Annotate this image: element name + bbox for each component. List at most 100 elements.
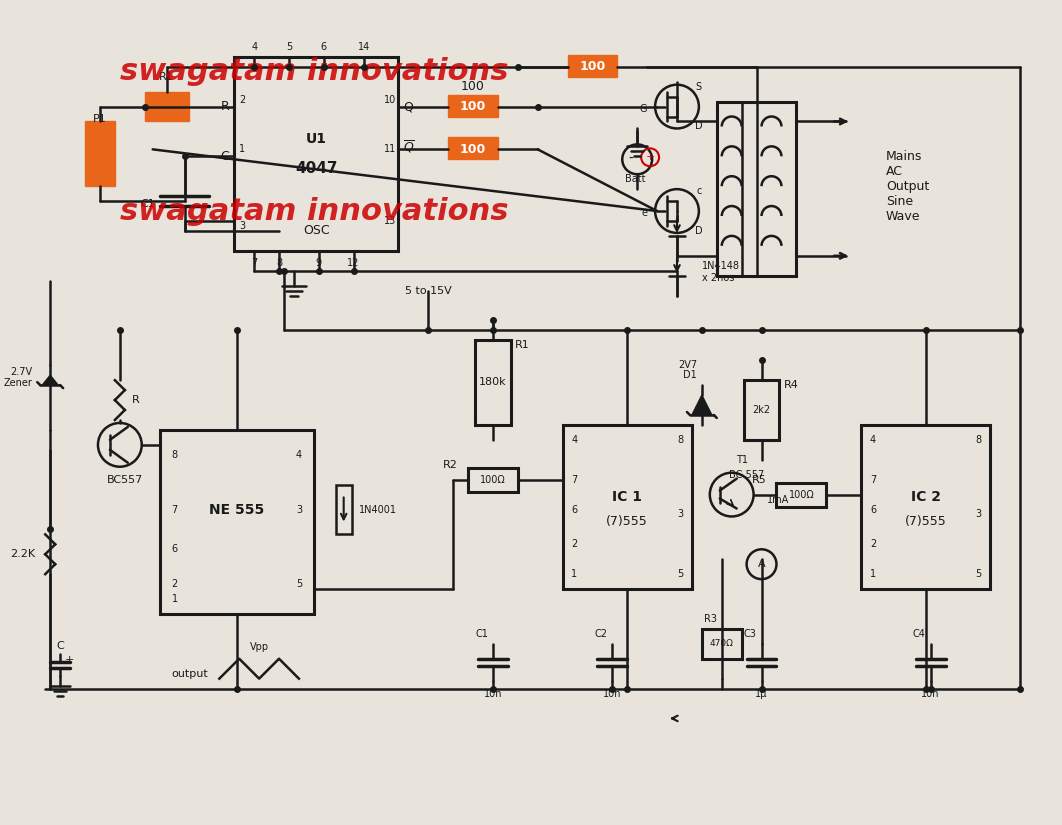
Text: U1: U1 [306, 132, 327, 146]
Text: 2: 2 [571, 540, 578, 549]
Text: 7: 7 [870, 474, 876, 484]
Bar [861, 425, 991, 589]
Text: 10n: 10n [922, 689, 940, 699]
Text: R1: R1 [159, 72, 174, 82]
Text: 5 to 15V: 5 to 15V [405, 285, 451, 295]
Bar [702, 629, 741, 658]
Text: NE 555: NE 555 [209, 503, 264, 517]
Text: 2: 2 [239, 95, 245, 105]
Text: P1: P1 [93, 114, 107, 124]
Text: 4: 4 [571, 435, 578, 445]
Text: C1: C1 [140, 199, 155, 209]
Text: R4: R4 [784, 380, 799, 390]
Bar [235, 57, 398, 251]
Text: +: + [646, 153, 655, 163]
Bar [85, 121, 115, 186]
Text: 100: 100 [579, 60, 605, 73]
Text: 100Ω: 100Ω [480, 474, 506, 484]
Text: D: D [695, 121, 703, 131]
Text: 1: 1 [171, 594, 177, 604]
Text: 6: 6 [171, 544, 177, 554]
Text: 5: 5 [676, 569, 683, 579]
Text: swagatam innovations: swagatam innovations [120, 57, 508, 87]
Text: R1: R1 [515, 341, 530, 351]
Text: 8: 8 [676, 435, 683, 445]
Text: 1mA: 1mA [767, 494, 789, 505]
Bar [776, 483, 826, 507]
Text: 7: 7 [171, 505, 177, 515]
Text: Batt: Batt [624, 174, 646, 184]
Text: 3: 3 [975, 510, 981, 520]
Text: C4: C4 [913, 629, 926, 639]
Text: D1: D1 [683, 370, 697, 380]
Text: (7)555: (7)555 [905, 516, 946, 529]
Text: 4047: 4047 [295, 161, 338, 177]
Text: Sine: Sine [886, 195, 913, 208]
Bar [717, 101, 796, 276]
Text: e: e [641, 208, 647, 218]
Text: 100: 100 [461, 80, 485, 93]
Text: -: - [629, 153, 634, 167]
Bar [144, 92, 189, 121]
Text: Mains: Mains [886, 150, 922, 163]
Text: AC: AC [886, 165, 903, 177]
Text: 8: 8 [975, 435, 981, 445]
Text: 2.7V: 2.7V [11, 367, 32, 377]
Text: Wave: Wave [886, 210, 921, 223]
Text: 470Ω: 470Ω [709, 639, 734, 648]
Text: 6: 6 [870, 505, 876, 515]
Text: R3: R3 [704, 614, 717, 624]
Text: x 2nos: x 2nos [702, 273, 734, 283]
Text: 4: 4 [296, 450, 302, 460]
Text: 100Ω: 100Ω [788, 489, 815, 500]
Text: 7: 7 [251, 257, 257, 268]
Text: 5: 5 [296, 579, 302, 589]
Text: Zener: Zener [3, 378, 32, 388]
Text: Q: Q [404, 100, 413, 113]
Text: C2: C2 [595, 629, 607, 639]
Text: C3: C3 [743, 629, 756, 639]
Text: A: A [757, 559, 766, 569]
Text: R5: R5 [752, 474, 767, 484]
Text: R2: R2 [443, 460, 458, 469]
Text: R: R [221, 100, 229, 113]
Text: 2: 2 [171, 579, 177, 589]
Bar [563, 425, 692, 589]
Text: G: G [639, 104, 647, 114]
Text: 2: 2 [870, 540, 876, 549]
Text: swagatam innovations: swagatam innovations [120, 196, 508, 225]
Text: 14: 14 [358, 42, 370, 52]
Bar [336, 484, 352, 535]
Bar [448, 138, 498, 159]
Bar [475, 341, 511, 425]
Text: 1: 1 [571, 569, 578, 579]
Text: 10n: 10n [483, 689, 502, 699]
Text: 100: 100 [460, 100, 486, 113]
Text: Output: Output [886, 180, 929, 193]
Text: 13: 13 [384, 216, 396, 226]
Polygon shape [42, 375, 58, 385]
Text: 7: 7 [571, 474, 578, 484]
Text: c: c [697, 186, 702, 196]
Text: 3: 3 [239, 221, 245, 231]
Bar [743, 380, 780, 440]
Text: 1N4001: 1N4001 [359, 505, 396, 515]
Polygon shape [692, 395, 712, 415]
Text: 100: 100 [460, 143, 486, 156]
Text: 2V7: 2V7 [678, 361, 697, 370]
Text: $\overline{Q}$: $\overline{Q}$ [404, 138, 415, 154]
Text: +: + [65, 655, 74, 665]
Text: output: output [171, 668, 208, 679]
Text: 12: 12 [347, 257, 360, 268]
Text: 8: 8 [276, 257, 282, 268]
Text: 10n: 10n [603, 689, 621, 699]
Text: 3: 3 [676, 510, 683, 520]
Text: 1μ: 1μ [755, 689, 768, 699]
Text: OSC: OSC [303, 224, 329, 238]
Text: D: D [695, 226, 703, 236]
Text: IC 1: IC 1 [612, 490, 643, 504]
Text: 8: 8 [171, 450, 177, 460]
Text: T1: T1 [736, 455, 748, 464]
Text: 5: 5 [975, 569, 981, 579]
Text: 1: 1 [239, 144, 245, 154]
